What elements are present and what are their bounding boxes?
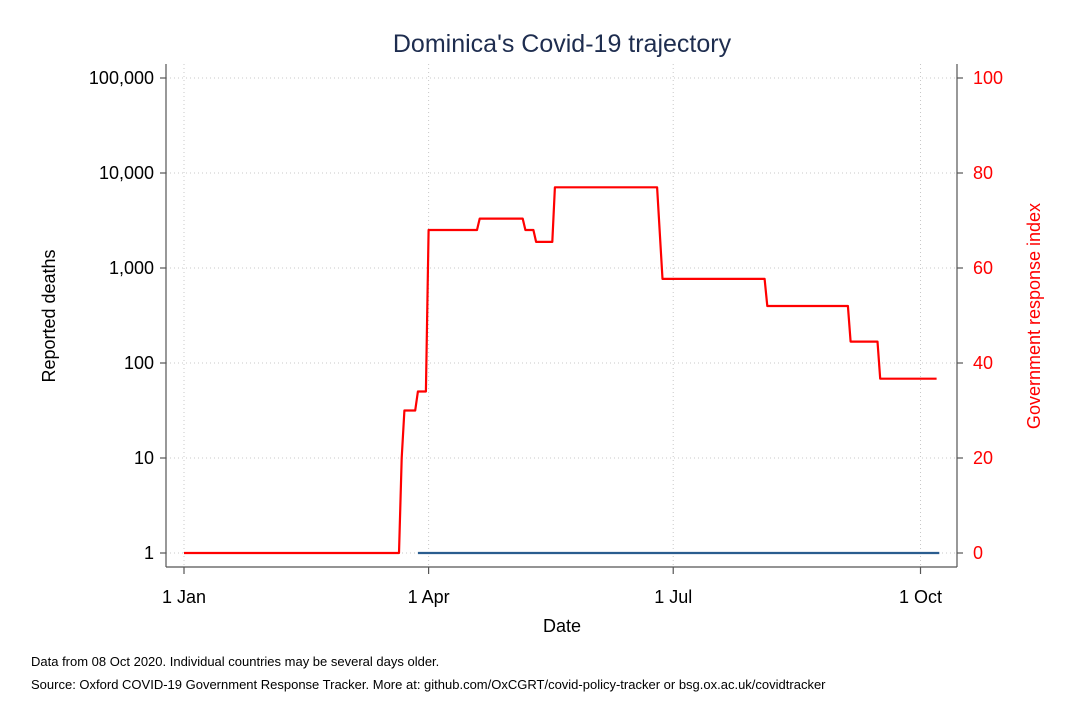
y-left-tick-label: 10 <box>134 448 154 468</box>
y-right-tick-label: 20 <box>973 448 993 468</box>
footnote-data-date: Data from 08 Oct 2020. Individual countr… <box>31 654 440 669</box>
y-axis-right-label: Government response index <box>1024 203 1044 429</box>
y-right-tick-label: 100 <box>973 68 1003 88</box>
footnote-source: Source: Oxford COVID-19 Government Respo… <box>31 677 826 692</box>
y-left-tick-label: 100,000 <box>89 68 154 88</box>
y-right-tick-label: 40 <box>973 353 993 373</box>
chart-title: Dominica's Covid-19 trajectory <box>393 30 732 58</box>
x-tick-label: 1 Apr <box>408 587 450 607</box>
x-tick-label: 1 Oct <box>899 587 942 607</box>
y-left-tick-label: 100 <box>124 353 154 373</box>
y-left-tick-label: 1 <box>144 543 154 563</box>
x-tick-label: 1 Jul <box>654 587 692 607</box>
x-axis-label: Date <box>543 616 581 636</box>
y-right-tick-label: 0 <box>973 543 983 563</box>
axes <box>160 64 963 574</box>
y-right-tick-label: 80 <box>973 163 993 183</box>
response-index-series-line <box>184 186 937 555</box>
series <box>184 186 940 555</box>
y-right-tick-label: 60 <box>973 258 993 278</box>
y-left-tick-label: 10,000 <box>99 163 154 183</box>
x-tick-label: 1 Jan <box>162 587 206 607</box>
y-left-tick-label: 1,000 <box>109 258 154 278</box>
grid-lines <box>166 64 957 567</box>
tick-labels: 1 10 100 1,000 10,000 100,000 0 20 40 60 80 100 1 Ja… <box>89 68 1003 607</box>
y-axis-left-label: Reported deaths <box>39 249 59 382</box>
